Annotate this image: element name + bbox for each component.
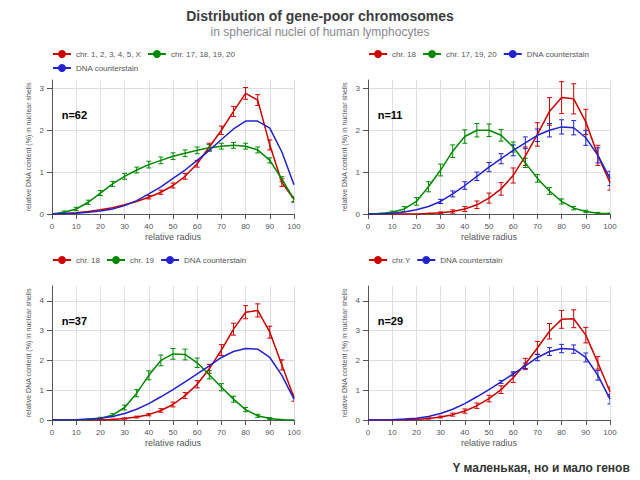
svg-text:20: 20 [96,222,105,231]
svg-text:chr. 18: chr. 18 [392,50,417,59]
svg-text:50: 50 [485,222,494,231]
svg-text:20: 20 [412,428,421,437]
svg-text:50: 50 [485,428,494,437]
svg-text:2: 2 [40,126,45,135]
svg-text:3: 3 [356,326,361,335]
svg-text:3: 3 [40,84,45,93]
svg-text:0: 0 [356,210,361,219]
svg-text:chr.Y: chr.Y [392,256,411,265]
svg-text:0: 0 [40,210,45,219]
svg-text:80: 80 [557,428,566,437]
svg-text:chr. 19: chr. 19 [130,256,155,265]
svg-text:1: 1 [356,386,361,395]
svg-text:40: 40 [144,222,153,231]
svg-text:0: 0 [356,416,361,425]
svg-text:20: 20 [412,222,421,231]
svg-text:relative radius: relative radius [461,232,518,242]
svg-text:2: 2 [356,126,361,135]
svg-text:60: 60 [193,222,202,231]
svg-text:relative radius: relative radius [145,232,202,242]
svg-text:3: 3 [356,84,361,93]
svg-text:70: 70 [217,222,226,231]
svg-text:90: 90 [265,428,274,437]
svg-text:10: 10 [388,428,397,437]
svg-text:70: 70 [533,222,542,231]
svg-text:chr. 17, 19, 20: chr. 17, 19, 20 [446,50,497,59]
svg-text:1: 1 [40,386,45,395]
svg-text:60: 60 [509,428,518,437]
svg-text:10: 10 [388,222,397,231]
svg-text:40: 40 [460,222,469,231]
svg-text:90: 90 [581,428,590,437]
svg-text:2: 2 [40,356,45,365]
svg-text:60: 60 [193,428,202,437]
svg-text:80: 80 [241,428,250,437]
svg-text:in spherical nuclei of human l: in spherical nuclei of human lymphocytes [211,25,430,39]
svg-text:80: 80 [241,222,250,231]
svg-text:Y маленькая, но и мало генов: Y маленькая, но и мало генов [452,461,629,475]
svg-text:chr. 17, 18, 19, 20: chr. 17, 18, 19, 20 [171,50,236,59]
svg-text:relative DNA content (%) in nu: relative DNA content (%) in nuclear shel… [25,288,33,417]
svg-text:100: 100 [287,222,301,231]
svg-text:10: 10 [72,428,81,437]
svg-text:30: 30 [436,428,445,437]
svg-text:70: 70 [533,428,542,437]
svg-text:relative radius: relative radius [145,438,202,448]
svg-text:relative radius: relative radius [461,438,518,448]
svg-text:40: 40 [144,428,153,437]
svg-text:100: 100 [603,222,617,231]
svg-text:10: 10 [72,222,81,231]
svg-text:50: 50 [169,428,178,437]
svg-text:chr. 1, 2, 3, 4, 5, X: chr. 1, 2, 3, 4, 5, X [76,50,142,59]
svg-text:DNA counterstain: DNA counterstain [440,256,502,265]
svg-text:70: 70 [217,428,226,437]
svg-text:n=62: n=62 [62,109,87,121]
svg-text:90: 90 [265,222,274,231]
svg-text:n=37: n=37 [62,315,87,327]
svg-text:relative DNA content (%) in nu: relative DNA content (%) in nuclear shel… [341,82,349,211]
svg-text:4: 4 [356,296,361,305]
svg-text:0: 0 [366,428,371,437]
svg-text:20: 20 [96,428,105,437]
svg-text:60: 60 [509,222,518,231]
svg-text:DNA counterstain: DNA counterstain [527,50,589,59]
svg-text:relative DNA content (%) in nu: relative DNA content (%) in nuclear shel… [341,288,349,417]
svg-text:1: 1 [40,168,45,177]
svg-text:Distribution of gene-poor chro: Distribution of gene-poor chromosomes [186,8,454,24]
svg-text:30: 30 [120,428,129,437]
svg-text:30: 30 [436,222,445,231]
svg-text:90: 90 [581,222,590,231]
svg-text:chr. 18: chr. 18 [76,256,101,265]
svg-text:0: 0 [366,222,371,231]
svg-text:100: 100 [287,428,301,437]
svg-text:0: 0 [50,222,55,231]
svg-text:80: 80 [557,222,566,231]
svg-text:1: 1 [356,168,361,177]
svg-text:DNA counterstain: DNA counterstain [184,256,246,265]
svg-text:4: 4 [40,296,45,305]
svg-text:n=29: n=29 [378,315,403,327]
svg-text:40: 40 [460,428,469,437]
svg-text:0: 0 [50,428,55,437]
svg-text:50: 50 [169,222,178,231]
svg-text:30: 30 [120,222,129,231]
svg-text:0: 0 [40,416,45,425]
svg-text:n=11: n=11 [378,109,403,121]
svg-text:DNA counterstain: DNA counterstain [76,64,138,73]
svg-text:3: 3 [40,326,45,335]
svg-text:2: 2 [356,356,361,365]
svg-text:relative DNA content (%) in nu: relative DNA content (%) in nuclear shel… [25,82,33,211]
svg-text:100: 100 [603,428,617,437]
